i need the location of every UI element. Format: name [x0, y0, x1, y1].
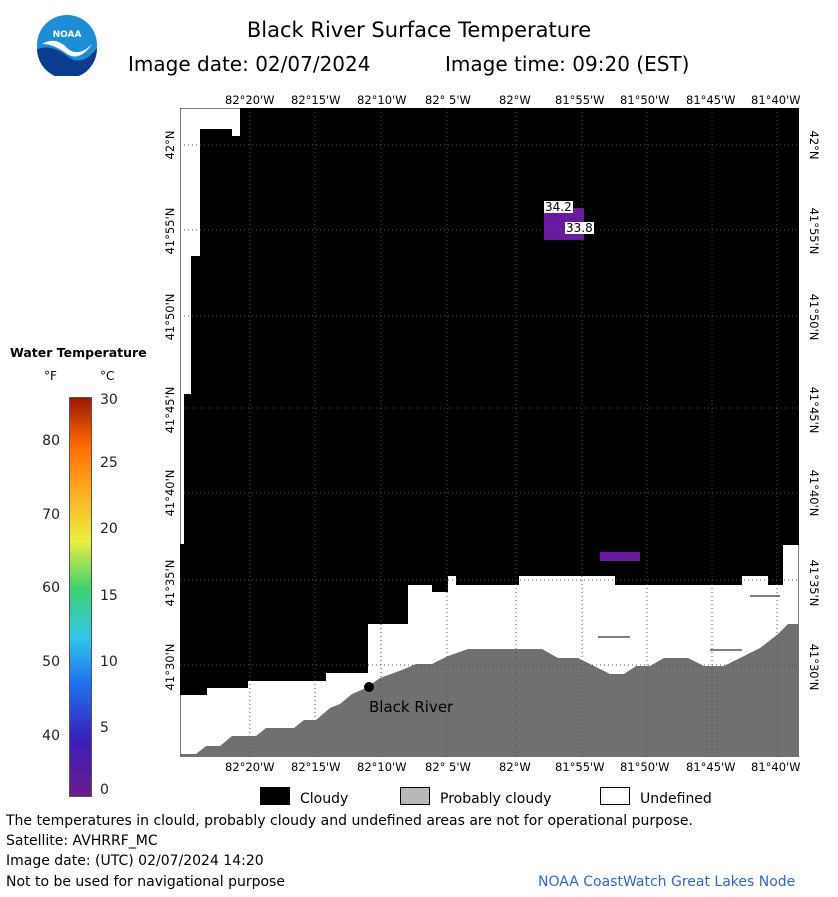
lon-tick-top: 81°40'W — [751, 93, 801, 107]
key-swatch-probably-cloudy — [400, 787, 430, 805]
lon-tick-bottom: 81°55'W — [555, 760, 605, 774]
key-label-undefined: Undefined — [640, 791, 712, 807]
lat-tick-left: 41°50'N — [163, 293, 177, 341]
legend-unit-f: °F — [44, 369, 57, 383]
utc-date-text: Image date: (UTC) 02/07/2024 14:20 — [6, 853, 264, 869]
legend-f-tick: 80 — [42, 433, 60, 449]
lat-tick-right: 41°40'N — [807, 469, 821, 517]
lon-tick-top: 82°W — [499, 93, 531, 107]
disclaimer-text: The temperatures in clould, probably clo… — [6, 813, 693, 829]
legend-c-tick: 30 — [100, 392, 118, 408]
lon-tick-bottom: 82°15'W — [291, 760, 341, 774]
page-title: Black River Surface Temperature — [246, 18, 592, 42]
lon-tick-top: 82°20'W — [225, 93, 275, 107]
image-time-label: Image time: 09:20 (EST) — [445, 52, 690, 76]
lon-tick-top: 82°15'W — [291, 93, 341, 107]
noaa-logo-icon: NOAA — [36, 14, 98, 79]
legend-c-tick: 5 — [100, 720, 109, 736]
lon-tick-top: 82°10'W — [357, 93, 407, 107]
legend-c-tick: 10 — [100, 654, 118, 670]
lat-tick-right: 41°50'N — [807, 293, 821, 341]
satellite-text: Satellite: AVHRRF_MC — [6, 833, 158, 849]
credit-text: NOAA CoastWatch Great Lakes Node — [538, 874, 796, 890]
lat-tick-left: 41°30'N — [163, 643, 177, 691]
lat-tick-right: 41°55'N — [807, 207, 821, 255]
location-label: Black River — [369, 698, 454, 716]
location-marker-icon — [364, 682, 374, 692]
lon-tick-bottom: 81°50'W — [620, 760, 670, 774]
lon-tick-bottom: 81°45'W — [686, 760, 736, 774]
legend-c-tick: 20 — [100, 521, 118, 537]
temperature-label: 33.8 — [565, 221, 594, 235]
lat-tick-left: 41°40'N — [163, 469, 177, 517]
key-label-probably-cloudy: Probably cloudy — [440, 791, 552, 807]
temperature-label: 34.2 — [544, 200, 573, 214]
lat-tick-right: 41°45'N — [807, 386, 821, 434]
cloudy-area — [180, 108, 799, 695]
key-label-cloudy: Cloudy — [300, 791, 349, 807]
lon-tick-top: 81°50'W — [620, 93, 670, 107]
legend-c-tick: 0 — [100, 782, 109, 798]
lon-tick-bottom: 81°40'W — [751, 760, 801, 774]
lon-tick-bottom: 82°W — [499, 760, 531, 774]
probably-cloudy-area — [180, 624, 799, 757]
key-swatch-undefined — [600, 787, 630, 805]
lat-tick-left: 41°35'N — [163, 559, 177, 607]
navigation-warning: Not to be used for navigational purpose — [6, 874, 285, 890]
legend-f-tick: 40 — [42, 728, 60, 744]
lat-tick-right: 42°N — [807, 130, 821, 160]
lat-tick-left: 42°N — [163, 130, 177, 160]
legend-f-tick: 60 — [42, 580, 60, 596]
legend-c-tick: 15 — [100, 588, 118, 604]
temperature-map — [180, 108, 799, 757]
lon-tick-bottom: 82°10'W — [357, 760, 407, 774]
legend-f-tick: 50 — [42, 654, 60, 670]
lon-tick-top: 82° 5'W — [425, 93, 471, 107]
noaa-logo-text: NOAA — [52, 30, 82, 40]
lon-tick-top: 81°45'W — [686, 93, 736, 107]
legend-c-tick: 25 — [100, 455, 118, 471]
legend-f-tick: 70 — [42, 507, 60, 523]
key-swatch-cloudy — [260, 787, 290, 805]
lon-tick-bottom: 82° 5'W — [425, 760, 471, 774]
lon-tick-top: 81°55'W — [555, 93, 605, 107]
lat-tick-right: 41°35'N — [807, 559, 821, 607]
temperature-color-bar — [69, 397, 92, 797]
legend-title: Water Temperature — [10, 345, 147, 360]
lat-tick-left: 41°45'N — [163, 386, 177, 434]
graticule — [180, 108, 799, 757]
lat-tick-left: 41°55'N — [163, 207, 177, 255]
image-date-label: Image date: 02/07/2024 — [128, 52, 371, 76]
lon-tick-bottom: 82°20'W — [225, 760, 275, 774]
lat-tick-right: 41°30'N — [807, 643, 821, 691]
cold-water-pixel — [600, 552, 640, 561]
legend-unit-c: °C — [100, 369, 115, 383]
